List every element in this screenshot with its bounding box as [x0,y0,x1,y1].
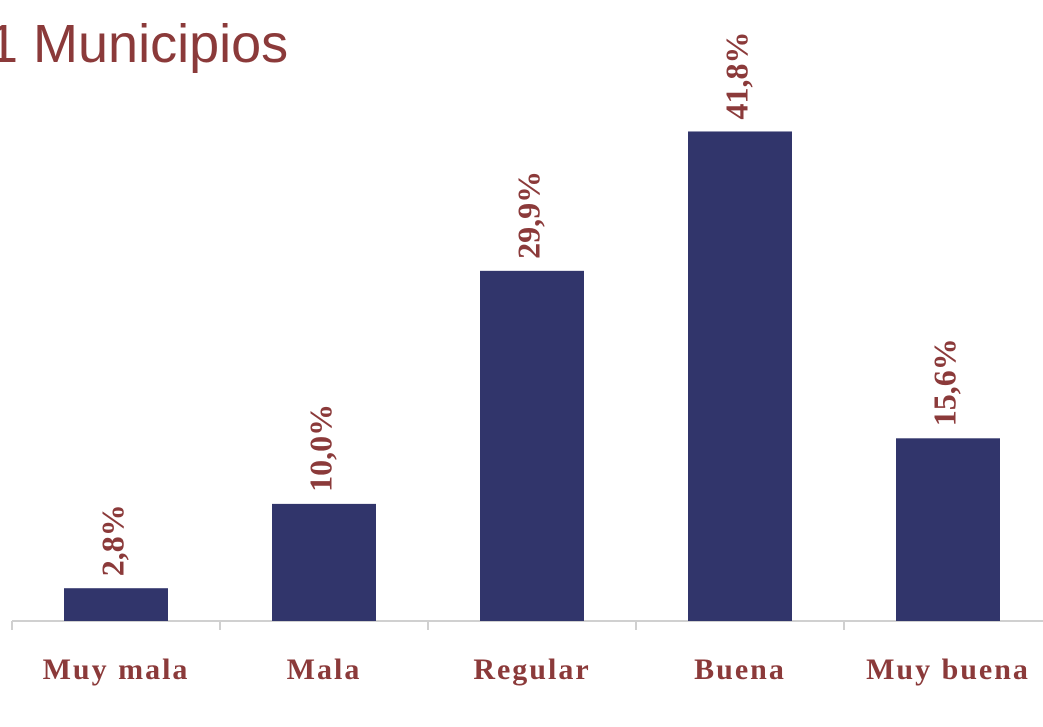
x-tick-label: Regular [473,653,590,686]
value-label: 29,9% [510,171,546,259]
x-tick-label: Buena [694,653,786,686]
bar [272,503,376,621]
bar [896,438,1000,621]
x-tick-label: Mala [287,653,362,686]
bar [64,588,168,621]
bar [688,131,792,621]
x-tick-label: Muy buena [866,653,1030,686]
x-tick-label: Muy mala [43,653,190,686]
value-label: 41,8% [718,31,754,119]
value-label: 2,8% [94,504,130,576]
chart-title: 1 Municipios [0,14,288,74]
value-label: 10,0% [302,404,338,492]
bar [480,270,584,621]
value-label: 15,6% [926,338,962,426]
